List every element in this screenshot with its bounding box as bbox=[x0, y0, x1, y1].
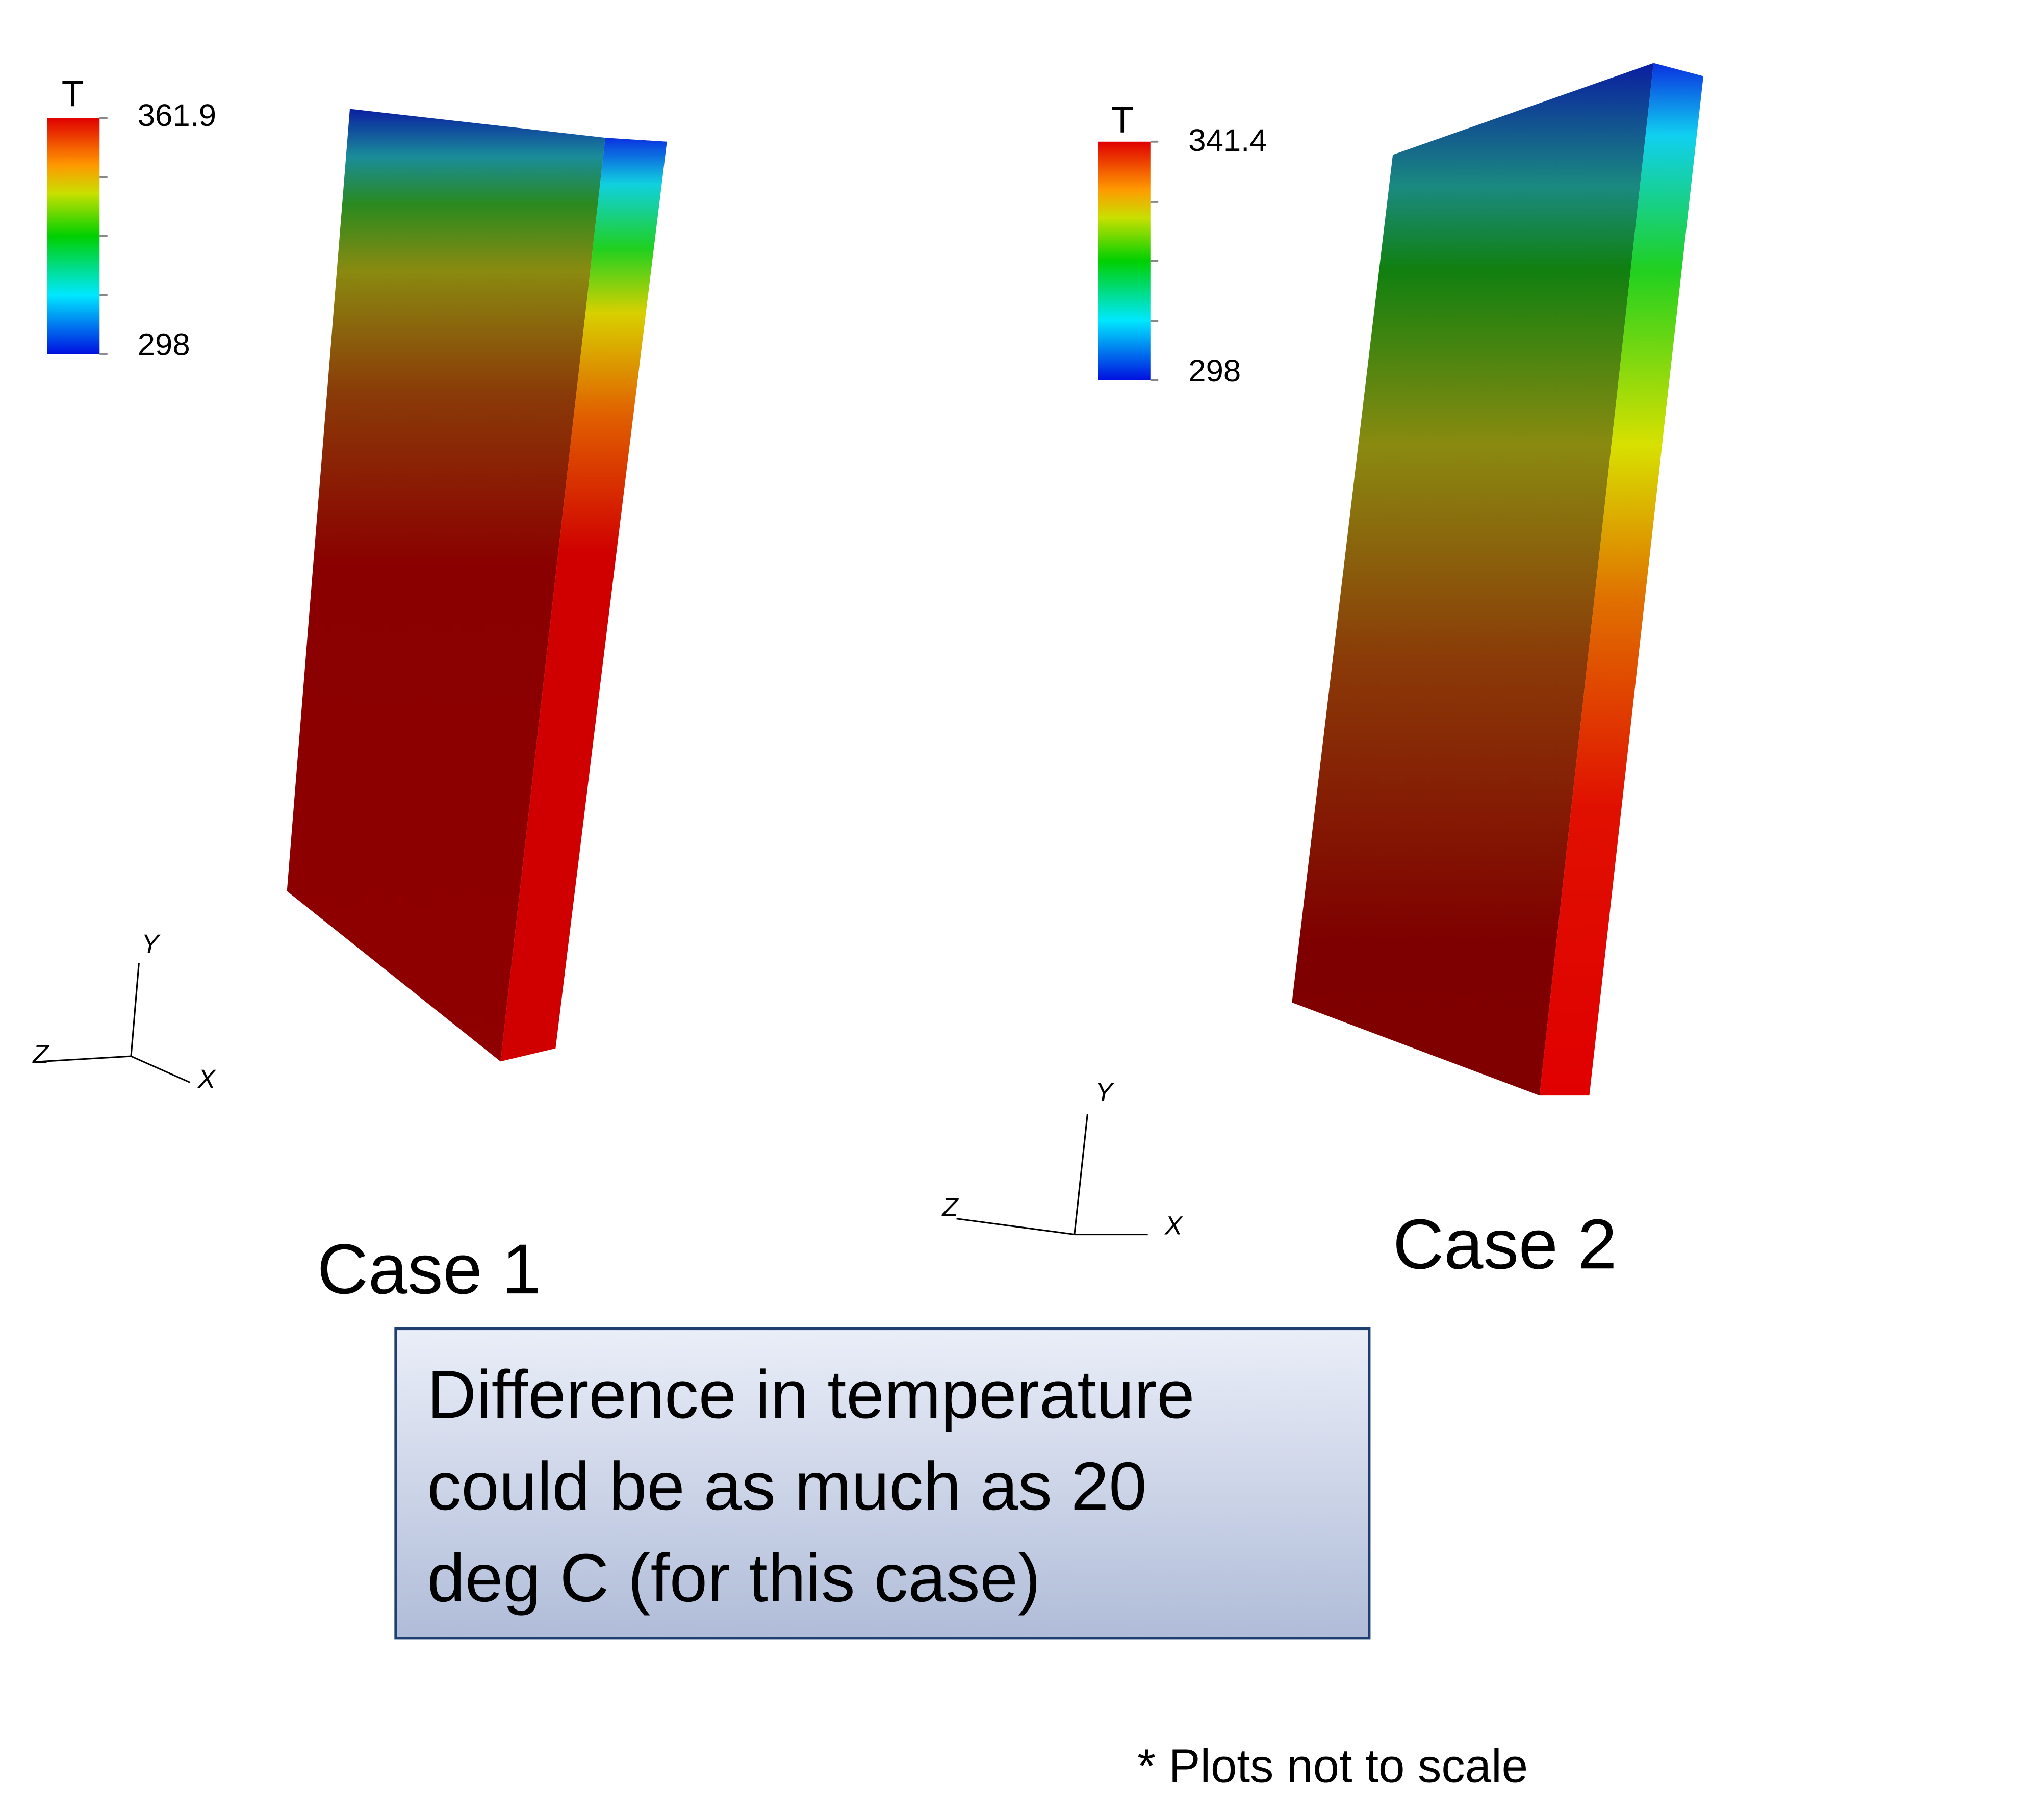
note-line: deg C (for this case) bbox=[427, 1540, 1041, 1616]
note-line: could be as much as 20 bbox=[427, 1448, 1147, 1524]
slab-side bbox=[1539, 63, 1703, 1096]
note-line: Difference in temperature bbox=[427, 1357, 1195, 1433]
colorbar-ticks bbox=[99, 117, 108, 355]
colorbar bbox=[47, 118, 100, 354]
axis-label: Y bbox=[141, 929, 161, 958]
colorbar-ticks bbox=[1150, 140, 1159, 381]
case-label: Case 1 bbox=[317, 1230, 542, 1309]
slab-front bbox=[287, 109, 605, 1062]
case-label: Case 2 bbox=[1393, 1205, 1617, 1284]
legend-max: 361.9 bbox=[138, 98, 216, 133]
axes-triad bbox=[956, 1113, 1148, 1236]
footnote: * Plots not to scale bbox=[1137, 1739, 1528, 1792]
legend-title: T bbox=[62, 73, 84, 114]
slab-side bbox=[500, 138, 667, 1062]
callout-box bbox=[394, 1327, 1371, 1640]
legend-min: 298 bbox=[1188, 353, 1241, 389]
legend-max: 341.4 bbox=[1188, 123, 1267, 158]
axis-label: X bbox=[1164, 1211, 1183, 1240]
axis-label: Y bbox=[1095, 1077, 1115, 1106]
axes-triad bbox=[42, 963, 191, 1083]
axis-label: Z bbox=[32, 1039, 49, 1068]
slab-front bbox=[1292, 63, 1654, 1096]
axis-label: X bbox=[197, 1064, 216, 1093]
colorbar bbox=[1098, 141, 1151, 380]
axis-label: Z bbox=[941, 1192, 959, 1222]
legend-title: T bbox=[1111, 100, 1134, 141]
legend-min: 298 bbox=[138, 327, 190, 363]
